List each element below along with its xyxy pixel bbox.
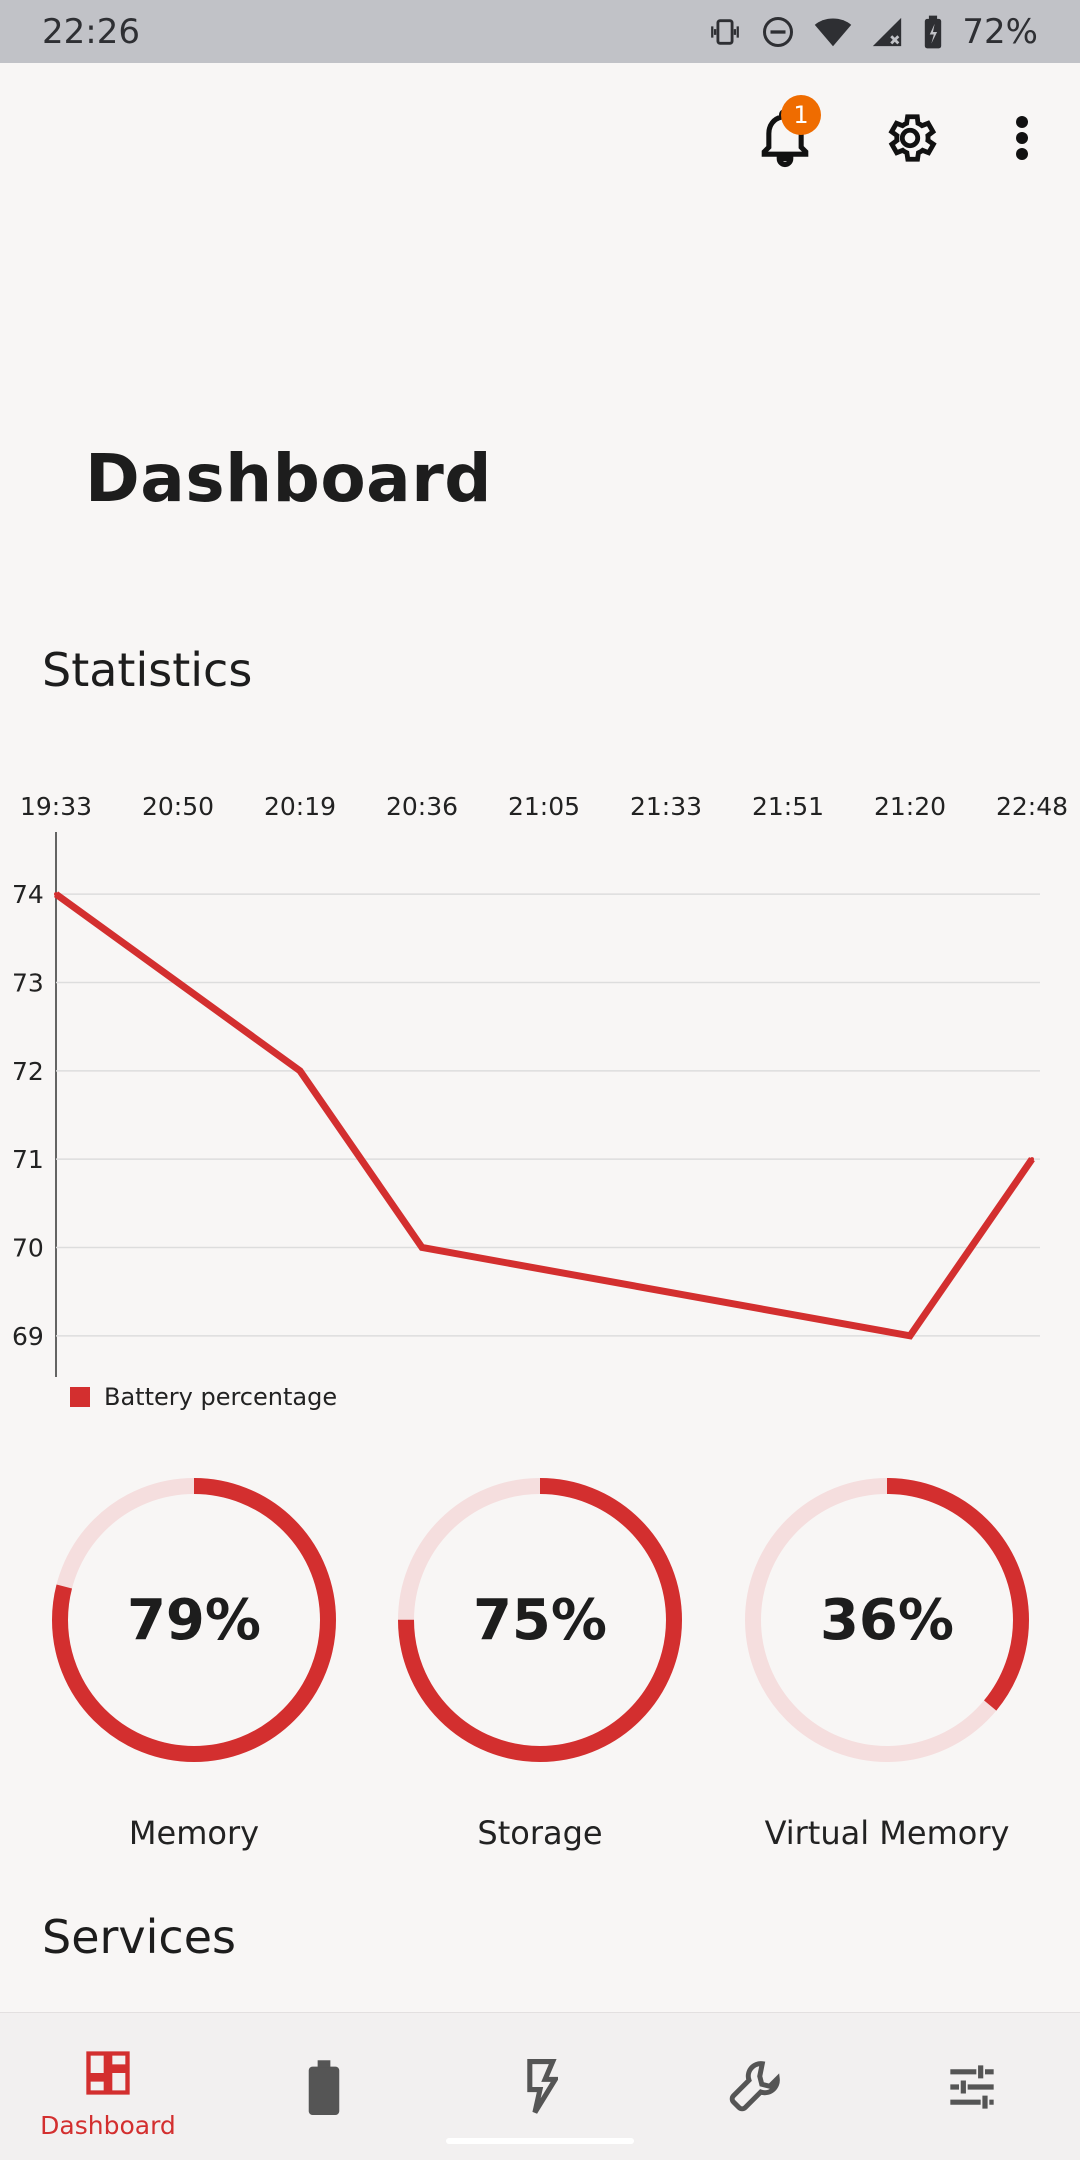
data-point <box>298 1068 302 1073</box>
nav-battery[interactable] <box>216 2013 432 2160</box>
page-title: Dashboard <box>85 440 493 517</box>
x-tick-label: 21:51 <box>752 792 824 821</box>
services-heading: Services <box>42 1910 236 1964</box>
vibrate-icon <box>708 15 742 49</box>
battery-icon <box>306 2055 342 2119</box>
battery-charging-icon <box>922 14 944 50</box>
storage-value: 75% <box>472 1587 608 1653</box>
y-tick-label: 70 <box>12 1234 44 1263</box>
virtual-memory-value: 36% <box>819 1587 955 1653</box>
battery-level: 72% <box>962 11 1038 52</box>
data-point <box>54 892 58 897</box>
x-tick-label: 21:20 <box>874 792 946 821</box>
nav-boost[interactable] <box>432 2013 648 2160</box>
chart-svg: 69 70 71 72 73 74 19:33 20:50 20:19 20:36 21:05 21:… <box>12 792 1068 1377</box>
notifications-button[interactable]: 1 <box>745 95 825 180</box>
x-tick-label: 21:33 <box>630 792 702 821</box>
home-indicator <box>446 2138 634 2144</box>
y-tick-label: 71 <box>12 1145 44 1174</box>
flash-icon <box>522 2055 558 2119</box>
wrench-icon <box>726 2053 786 2117</box>
virtual-memory-gauge: 36% Virtual Memory <box>737 1470 1037 1852</box>
chart-legend: Battery percentage <box>70 1383 337 1411</box>
virtual-memory-label: Virtual Memory <box>764 1814 1010 1852</box>
storage-donut <box>398 1478 682 1762</box>
x-tick-label: 19:33 <box>20 792 92 821</box>
legend-swatch <box>70 1387 90 1407</box>
more-options-button[interactable] <box>982 100 1062 180</box>
status-bar: 22:26 72% <box>0 0 1080 63</box>
statistics-heading: Statistics <box>42 643 253 697</box>
battery-series-line <box>53 891 1035 1340</box>
bottom-navigation: Dashboard <box>0 2012 1080 2160</box>
gauge-fill <box>52 1478 336 1762</box>
memory-value: 79% <box>126 1587 262 1653</box>
y-tick-label: 74 <box>12 880 44 909</box>
y-tick-label: 72 <box>12 1057 44 1086</box>
x-tick-label: 22:48 <box>996 792 1068 821</box>
memory-label: Memory <box>128 1814 260 1852</box>
x-tick-label: 20:50 <box>142 792 214 821</box>
memory-gauge: 79% Memory <box>44 1470 344 1852</box>
storage-label: Storage <box>477 1814 603 1852</box>
x-tick-label: 20:19 <box>264 792 336 821</box>
memory-donut <box>52 1478 336 1762</box>
nav-dashboard-label: Dashboard <box>40 2111 176 2140</box>
more-vertical-icon <box>1014 114 1030 166</box>
gauge-fill <box>398 1478 682 1762</box>
nav-dashboard[interactable]: Dashboard <box>0 2013 216 2160</box>
dnd-icon <box>760 14 796 50</box>
virtual-memory-donut <box>745 1478 1029 1762</box>
y-tick-label: 69 <box>12 1322 44 1351</box>
data-point <box>1030 1157 1034 1162</box>
gauge-fill <box>745 1478 1029 1762</box>
settings-button[interactable] <box>870 100 950 180</box>
legend-label: Battery percentage <box>104 1383 338 1411</box>
x-tick-label: 21:05 <box>508 792 580 821</box>
top-action-bar: 1 <box>0 95 1080 180</box>
nav-tune[interactable] <box>864 2013 1080 2160</box>
signal-icon <box>870 15 904 49</box>
data-point <box>420 1245 424 1250</box>
gear-icon <box>881 109 939 171</box>
status-time: 22:26 <box>42 11 140 52</box>
y-tick-label: 73 <box>12 969 44 998</box>
battery-line-chart: 69 70 71 72 73 74 19:33 20:50 20:19 20:36 21:05 21:… <box>0 780 1080 1420</box>
storage-gauge: 75% Storage <box>390 1470 690 1852</box>
data-point <box>908 1333 912 1338</box>
data-point <box>176 980 180 985</box>
x-tick-label: 20:36 <box>386 792 458 821</box>
dashboard-icon <box>82 2041 134 2105</box>
status-icons: 72% <box>708 12 1038 52</box>
notification-badge: 1 <box>781 95 821 135</box>
tune-icon <box>946 2055 998 2119</box>
wifi-icon <box>814 15 852 49</box>
nav-tools[interactable] <box>648 2013 864 2160</box>
